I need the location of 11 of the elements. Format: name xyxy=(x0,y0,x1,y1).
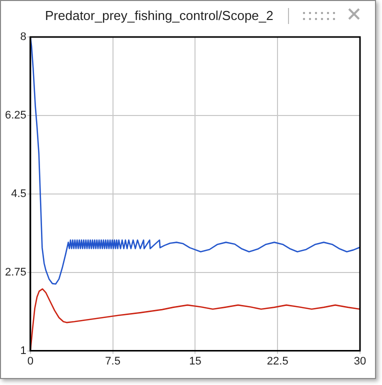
y-tick-label: 8 xyxy=(20,31,26,44)
x-tick-label: 7.5 xyxy=(105,355,120,368)
x-tick-label: 15 xyxy=(189,355,202,368)
x-tick-label: 0 xyxy=(27,355,34,368)
y-tick-label: 4.5 xyxy=(11,188,26,200)
chart-title: Predator_prey_fishing_control/Scope_2 xyxy=(45,8,274,23)
y-tick-label: 1 xyxy=(20,344,26,357)
y-tick-label: 2.75 xyxy=(4,266,26,278)
y-tick-label: 6.25 xyxy=(4,109,26,122)
x-tick-label: 22.5 xyxy=(266,355,288,368)
x-tick-label: 30 xyxy=(354,355,366,368)
